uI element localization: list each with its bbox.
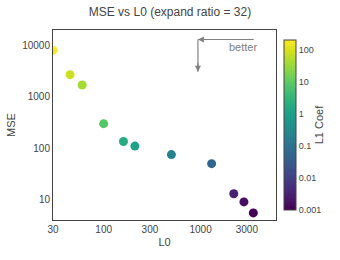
svg-text:MSE: MSE <box>5 113 17 137</box>
svg-text:1: 1 <box>299 109 304 119</box>
svg-text:100: 100 <box>299 45 314 55</box>
svg-text:3000: 3000 <box>236 224 259 235</box>
svg-text:0.1: 0.1 <box>299 141 312 151</box>
svg-text:10000: 10000 <box>22 40 50 51</box>
svg-text:1000: 1000 <box>189 224 212 235</box>
svg-text:0.01: 0.01 <box>299 173 317 183</box>
svg-text:300: 300 <box>142 224 159 235</box>
svg-text:1000: 1000 <box>28 91 51 102</box>
svg-text:better: better <box>229 41 257 53</box>
svg-text:30: 30 <box>47 224 59 235</box>
svg-text:MSE vs L0 (expand ratio = 32): MSE vs L0 (expand ratio = 32) <box>89 5 251 19</box>
svg-text:L1 Coef: L1 Coef <box>313 105 325 144</box>
svg-text:10: 10 <box>299 77 309 87</box>
svg-text:100: 100 <box>33 143 50 154</box>
svg-text:100: 100 <box>95 224 112 235</box>
svg-text:0.001: 0.001 <box>299 205 322 215</box>
svg-text:10: 10 <box>39 194 51 205</box>
svg-text:L0: L0 <box>158 236 170 248</box>
